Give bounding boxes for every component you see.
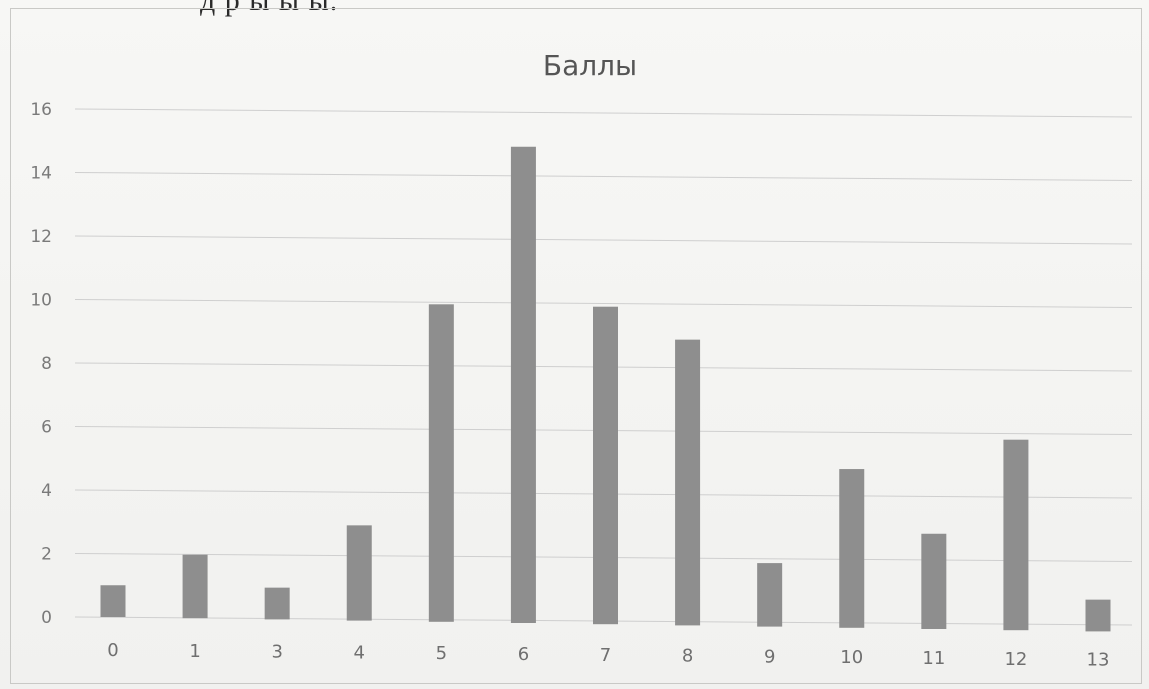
gridline <box>74 235 1133 245</box>
x-tick-label: 9 <box>764 646 775 667</box>
bar <box>593 306 618 625</box>
bar <box>182 554 208 619</box>
bar <box>839 469 865 628</box>
bar <box>264 587 290 620</box>
gridline <box>74 299 1133 308</box>
y-tick-label: 2 <box>41 545 52 565</box>
x-tick-label: 6 <box>518 644 529 665</box>
y-tick-label: 4 <box>41 481 52 501</box>
chart-title: Баллы <box>543 49 637 82</box>
x-tick-label: 10 <box>840 647 863 668</box>
bar <box>757 563 783 627</box>
y-axis-ticks: 0 2 4 6 8 10 12 14 16 <box>30 100 52 628</box>
y-tick-label: 10 <box>30 291 52 311</box>
bar <box>510 146 536 623</box>
x-axis-ticks: 0 1 3 4 5 6 7 8 9 10 11 12 13 <box>107 640 1109 671</box>
bar <box>1003 439 1029 631</box>
bar <box>1085 599 1111 632</box>
y-tick-label: 12 <box>30 227 52 247</box>
x-tick-label: 7 <box>600 645 611 666</box>
x-tick-label: 1 <box>189 641 200 662</box>
x-tick-label: 4 <box>354 642 365 663</box>
chart-area <box>10 8 1142 684</box>
y-tick-label: 6 <box>41 418 52 438</box>
x-tick-label: 13 <box>1087 650 1110 671</box>
bars <box>100 146 1111 632</box>
gridline <box>74 108 1133 118</box>
y-tick-label: 14 <box>30 164 52 184</box>
y-tick-label: 8 <box>41 354 52 374</box>
bar <box>921 533 947 629</box>
x-tick-label: 0 <box>107 640 118 661</box>
x-tick-label: 11 <box>922 648 945 669</box>
gridline <box>74 172 1133 181</box>
x-tick-label: 5 <box>436 643 447 664</box>
y-tick-label: 0 <box>41 608 52 628</box>
bar <box>428 304 454 622</box>
x-tick-label: 8 <box>682 646 693 667</box>
bar <box>675 339 701 626</box>
y-tick-label: 16 <box>30 100 52 120</box>
x-tick-label: 12 <box>1004 649 1027 670</box>
bar <box>100 585 126 617</box>
bar <box>346 525 372 621</box>
x-tick-label: 3 <box>271 642 282 663</box>
